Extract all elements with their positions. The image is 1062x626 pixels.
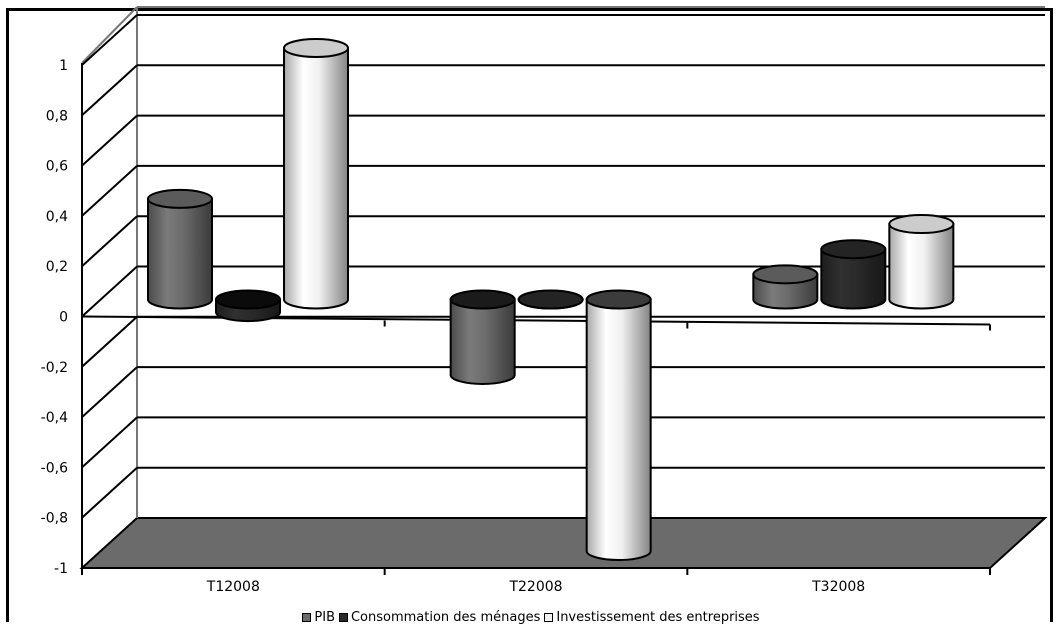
x-tick-label: T32008 <box>811 579 865 595</box>
bar-cap <box>147 188 213 209</box>
bar-cylinder <box>449 298 516 385</box>
gridline-side <box>81 366 138 418</box>
gridline-side <box>81 114 138 167</box>
legend-swatch <box>338 613 348 622</box>
chart-frame <box>6 8 1053 622</box>
bar-cap <box>820 239 887 260</box>
x-tick-label: T22008 <box>508 579 562 595</box>
bar-cylinder <box>147 197 213 310</box>
bar-cap <box>585 289 652 310</box>
gridline-side <box>81 215 138 267</box>
y-tick-label: 0 <box>59 310 68 326</box>
bar-chart: 1 0,8 0,6 0,4 0,2 0 -0,2 -0,4 -0,6 -0,8 -1 T12008 T2… <box>41 6 1048 595</box>
legend-label: Investissement des entreprises <box>556 610 760 625</box>
bar-cap <box>283 38 349 58</box>
y-tick-label: 0,2 <box>46 259 68 275</box>
side-wall-top <box>81 6 138 64</box>
gridline-side <box>81 316 138 368</box>
chart-floor <box>79 517 1048 569</box>
legend-item: Investissement des entreprises <box>544 610 760 625</box>
gridline-side <box>81 466 138 519</box>
y-tick-label: -0,6 <box>41 460 68 476</box>
gridline-side <box>81 14 138 66</box>
legend-label: Consommation des ménages <box>350 610 541 625</box>
bar-cylinder <box>585 298 652 561</box>
legend-item: Consommation des ménages <box>338 610 541 625</box>
gridline-side <box>81 265 138 318</box>
y-tick-label: 1 <box>59 58 68 74</box>
y-tick-label: -0,2 <box>41 360 68 376</box>
gridline-side <box>81 416 138 469</box>
bar-cylinder <box>283 47 349 310</box>
y-tick-label: -0,4 <box>41 410 68 426</box>
bar-cap <box>449 289 516 310</box>
bar-cap <box>517 289 584 310</box>
legend-label: PIB <box>314 610 335 625</box>
gridline-side <box>81 64 138 117</box>
x-tick-label: T12008 <box>206 579 260 595</box>
legend-swatch <box>544 613 554 622</box>
y-tick-label: 0,8 <box>46 108 68 124</box>
bar-cylinder <box>820 248 887 310</box>
legend-swatch <box>302 613 312 622</box>
y-tick-label: 0,6 <box>46 159 68 175</box>
legend: PIB Consommation des ménages Investissemen… <box>0 610 1062 626</box>
gridline-side <box>81 165 138 217</box>
legend-item: PIB <box>302 610 335 625</box>
bar-cylinder <box>888 223 955 310</box>
bar-cap <box>752 264 819 285</box>
y-tick-label: -0,8 <box>41 511 68 527</box>
bar-cap <box>215 289 281 310</box>
y-tick-label: 0,4 <box>46 209 68 225</box>
bar-cap <box>888 214 955 235</box>
y-tick-label: -1 <box>54 561 68 577</box>
